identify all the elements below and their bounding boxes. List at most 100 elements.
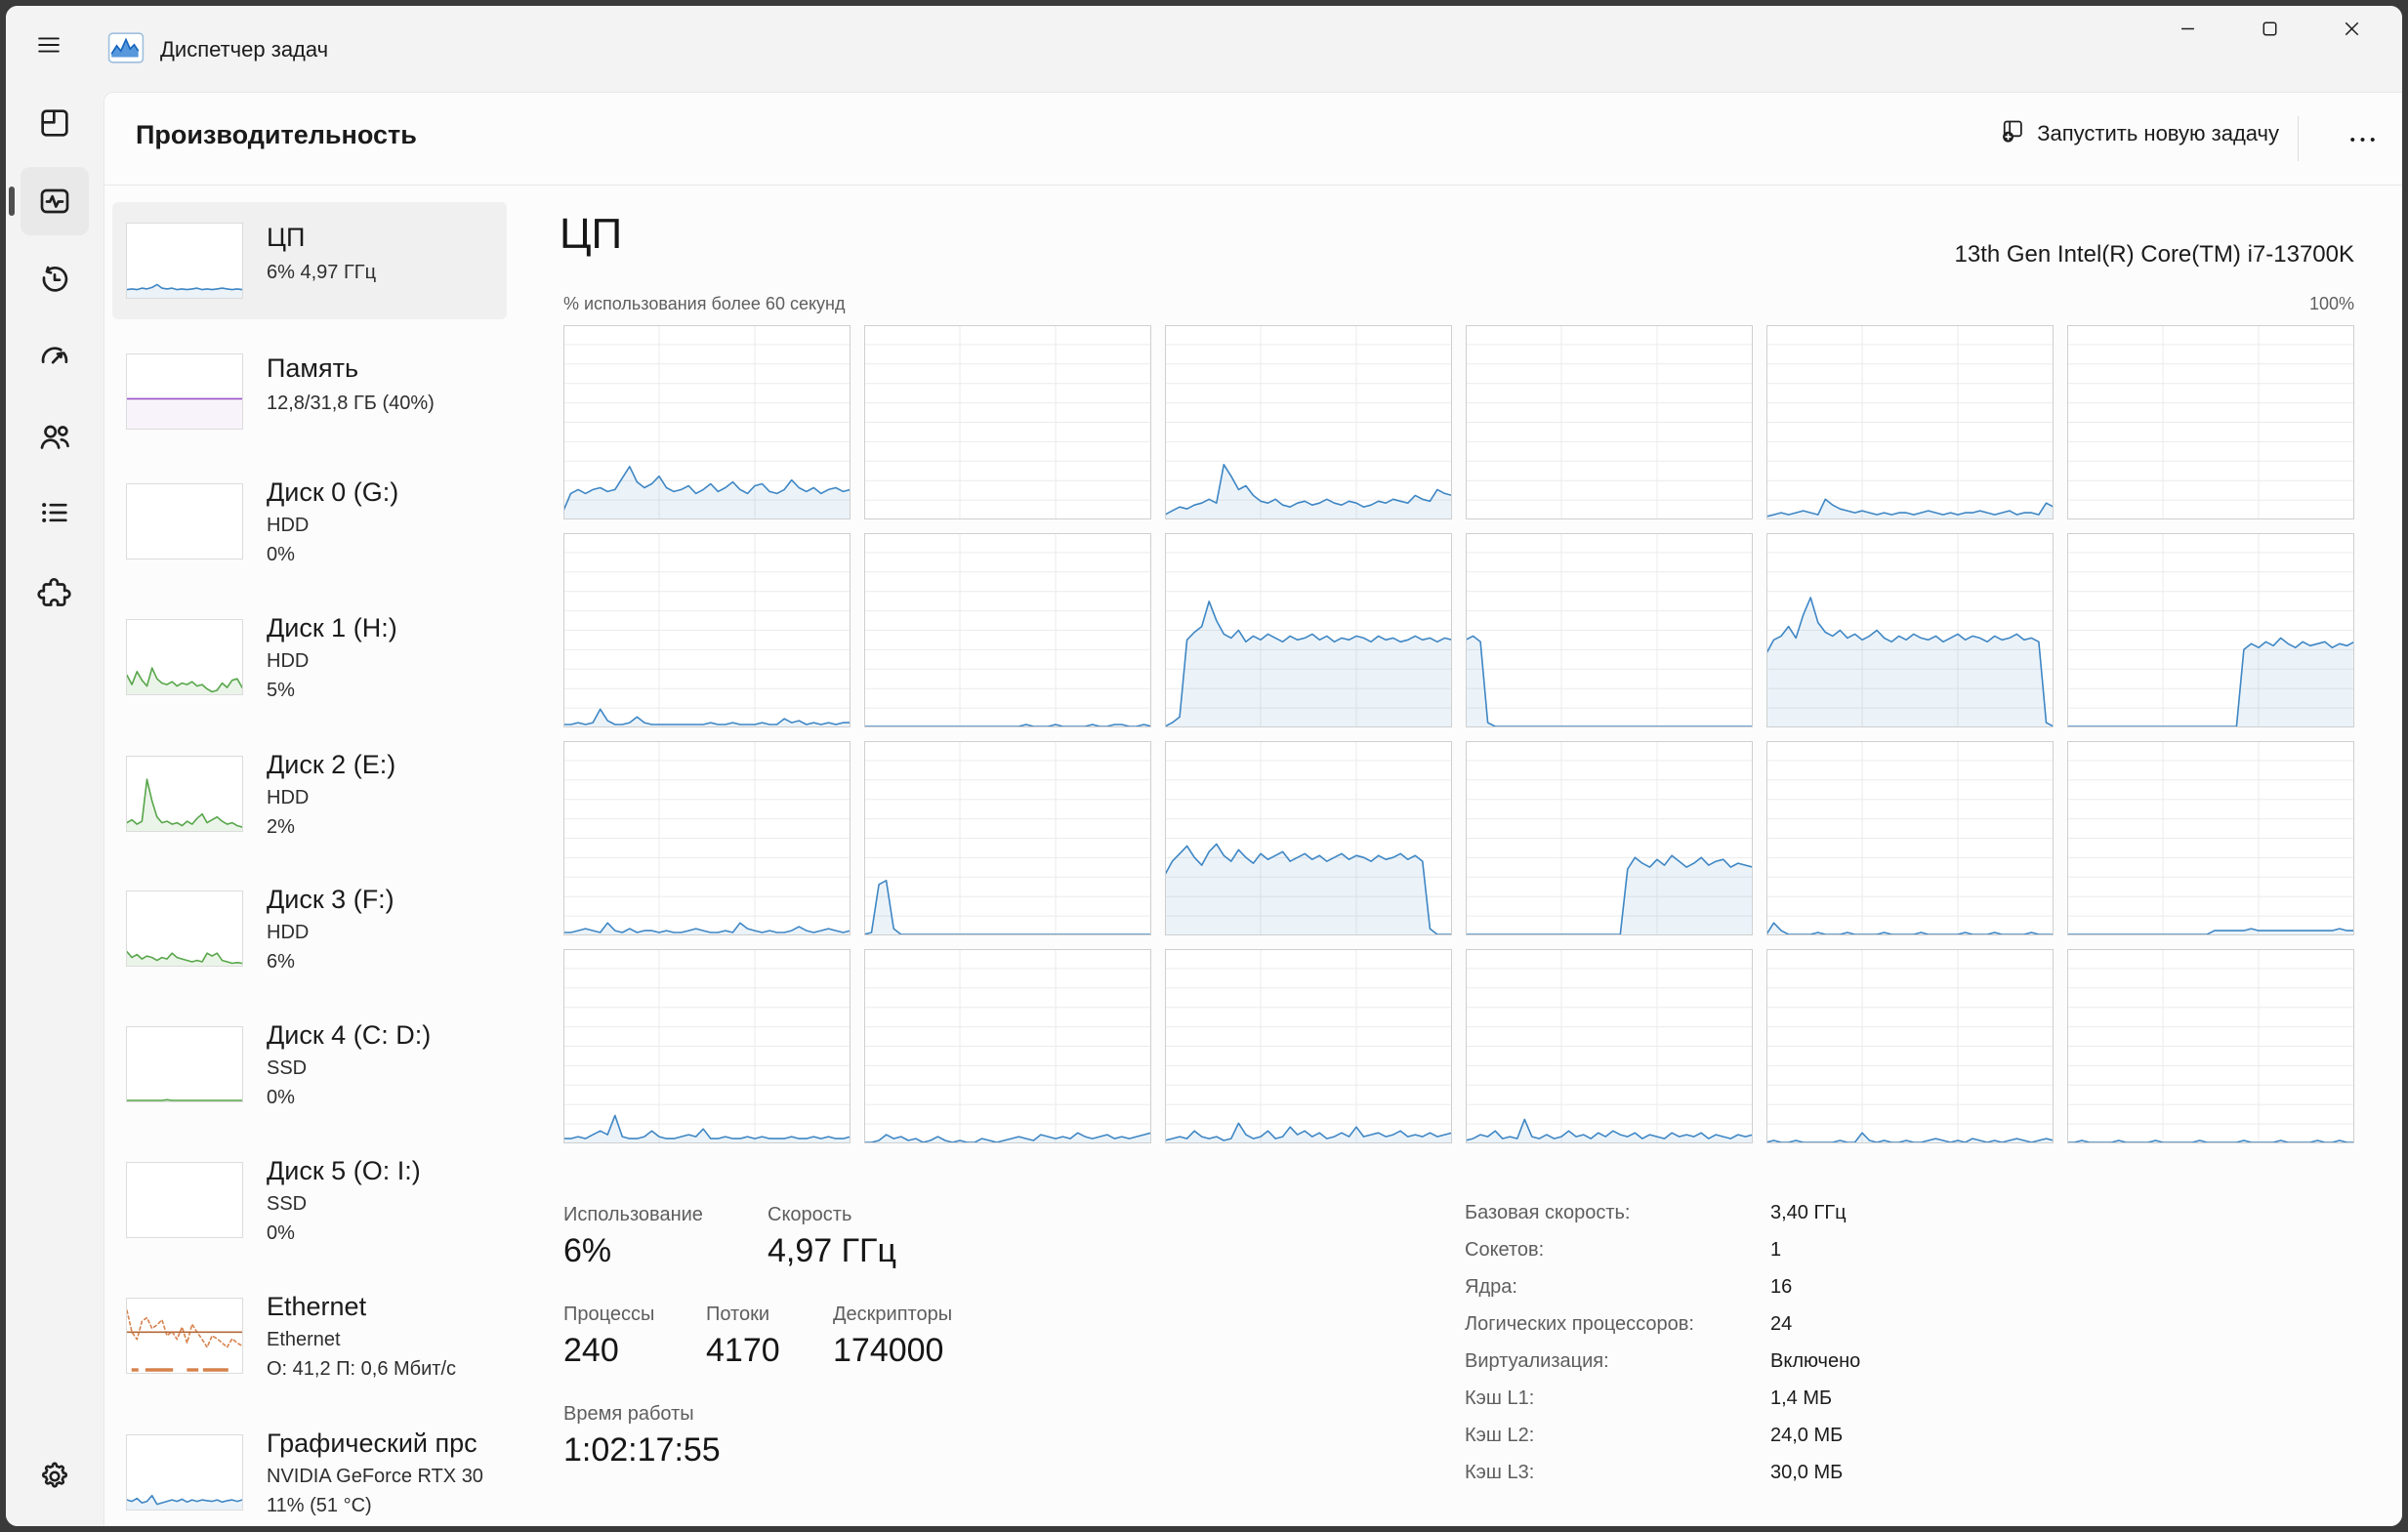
stat-usage: Использование 6% xyxy=(563,1204,703,1269)
spec-label: Кэш L2: xyxy=(1465,1425,1535,1446)
perf-item-disk-0[interactable]: Диск 0 (G:) HDD 0% xyxy=(112,463,507,580)
perf-item-detail: HDD xyxy=(267,787,310,808)
page-title: Производительность xyxy=(136,120,417,149)
more-options-button[interactable]: ••• xyxy=(2336,118,2394,161)
spec-label: Кэш L3: xyxy=(1465,1462,1535,1483)
core-chart-cell-20 xyxy=(1164,949,1453,1143)
window-title: Диспетчер задач xyxy=(160,37,329,62)
spec-value: 30,0 МБ xyxy=(1770,1462,1844,1483)
memory-thumbnail-chart xyxy=(126,353,243,430)
perf-item-gpu[interactable]: Графический прс NVIDIA GeForce RTX 30 11% … xyxy=(112,1414,507,1526)
perf-item-disk-1[interactable]: Диск 1 (H:) HDD 5% xyxy=(112,599,507,716)
cpu-model-name: 13th Gen Intel(R) Core(TM) i7-13700K xyxy=(1954,241,2355,268)
core-chart-cell-15 xyxy=(1465,741,1754,935)
spec-value: 1,4 МБ xyxy=(1770,1387,1833,1409)
header-divider xyxy=(2298,116,2299,161)
perf-item-title: Диск 0 (G:) xyxy=(267,477,399,507)
minimize-icon xyxy=(2180,27,2194,29)
disk-3-thumbnail-chart xyxy=(126,890,243,967)
perf-item-detail: HDD xyxy=(267,515,310,536)
spec-label: Ядра: xyxy=(1465,1276,1517,1298)
perf-item-detail: О: 41,2 П: 0,6 Мбит/с xyxy=(267,1358,457,1380)
nav-item-performance[interactable] xyxy=(9,167,89,235)
nav-item-startup-apps[interactable] xyxy=(21,323,89,392)
close-button[interactable] xyxy=(2310,6,2392,51)
titlebar: Диспетчер задач xyxy=(6,6,2402,92)
perf-item-cpu[interactable]: ЦП 6% 4,97 ГГц xyxy=(112,202,507,319)
perf-item-detail: 0% xyxy=(267,1087,295,1108)
perf-item-title: Графический прс xyxy=(267,1428,477,1458)
disk-5-thumbnail-chart xyxy=(126,1162,243,1238)
per-core-chart-grid xyxy=(562,325,2355,1145)
stat-threads: Потоки 4170 xyxy=(706,1304,780,1369)
perf-item-detail: 0% xyxy=(267,544,295,565)
perf-item-ethernet[interactable]: Ethernet Ethernet О: 41,2 П: 0,6 Мбит/с xyxy=(112,1277,507,1394)
hamburger-menu-button[interactable] xyxy=(27,25,70,68)
perf-item-disk-5[interactable]: Диск 5 (O: I:) SSD 0% xyxy=(112,1141,507,1259)
spec-label: Сокетов: xyxy=(1465,1239,1545,1261)
disk-1-thumbnail-chart xyxy=(126,619,243,695)
core-chart-cell-22 xyxy=(1765,949,2055,1143)
nav-item-users[interactable] xyxy=(21,402,89,471)
chart-caption: % использования более 60 секунд xyxy=(563,294,846,313)
core-chart-cell-23 xyxy=(2066,949,2355,1143)
spec-label: Логических процессоров: xyxy=(1465,1313,1694,1335)
gpu-thumbnail-chart xyxy=(126,1434,243,1511)
spec-label: Виртуализация: xyxy=(1465,1350,1609,1372)
spec-label: Кэш L1: xyxy=(1465,1387,1535,1409)
close-icon xyxy=(2345,21,2358,35)
perf-item-title: ЦП xyxy=(267,223,306,252)
stat-uptime: Время работы 1:02:17:55 xyxy=(563,1403,721,1469)
spec-label: Базовая скорость: xyxy=(1465,1202,1631,1223)
core-chart-cell-10 xyxy=(1765,533,2055,727)
nav-item-app-history[interactable] xyxy=(21,245,89,313)
core-chart-cell-17 xyxy=(2066,741,2355,935)
nav-item-details[interactable] xyxy=(21,478,89,547)
performance-card: Производительность Запустить новую задач… xyxy=(104,92,2402,1526)
perf-item-detail: HDD xyxy=(267,922,310,943)
perf-item-detail: 12,8/31,8 ГБ (40%) xyxy=(267,393,435,414)
core-chart-cell-7 xyxy=(863,533,1152,727)
core-chart-cell-19 xyxy=(863,949,1152,1143)
perf-item-disk-2[interactable]: Диск 2 (E:) HDD 2% xyxy=(112,735,507,852)
stat-speed: Скорость 4,97 ГГц xyxy=(768,1204,896,1269)
perf-item-detail: 0% xyxy=(267,1222,295,1244)
core-chart-cell-14 xyxy=(1164,741,1453,935)
run-new-task-button[interactable]: Запустить новую задачу xyxy=(2000,118,2279,149)
core-chart-cell-8 xyxy=(1164,533,1453,727)
perf-item-title: Диск 2 (E:) xyxy=(267,750,396,779)
core-chart-cell-4 xyxy=(1765,325,2055,519)
perf-item-title: Память xyxy=(267,353,359,383)
cpu-thumbnail-chart xyxy=(126,223,243,299)
nav-item-processes[interactable] xyxy=(21,89,89,157)
app-history-icon xyxy=(35,260,74,299)
nav-item-settings[interactable] xyxy=(21,1442,89,1511)
spec-value: 1 xyxy=(1770,1239,1782,1261)
core-chart-cell-0 xyxy=(562,325,851,519)
maximize-icon xyxy=(2263,21,2276,35)
perf-item-disk-3[interactable]: Диск 3 (F:) HDD 6% xyxy=(112,870,507,987)
perf-item-memory[interactable]: Память 12,8/31,8 ГБ (40%) xyxy=(112,333,507,450)
core-chart-cell-21 xyxy=(1465,949,1754,1143)
spec-value: Включено xyxy=(1770,1350,1861,1372)
nav-rail xyxy=(6,84,104,1526)
nav-item-services[interactable] xyxy=(21,559,89,627)
hamburger-icon xyxy=(37,33,61,62)
perf-item-detail: Ethernet xyxy=(267,1329,341,1350)
chart-max-label: 100% xyxy=(2308,294,2354,313)
ellipsis-icon: ••• xyxy=(2349,131,2381,148)
spec-value: 3,40 ГГц xyxy=(1770,1202,1847,1223)
perf-item-detail: 5% xyxy=(267,680,295,701)
perf-item-detail: 6% 4,97 ГГц xyxy=(267,262,377,283)
maximize-button[interactable] xyxy=(2228,6,2310,51)
perf-item-title: Диск 5 (O: I:) xyxy=(267,1156,421,1185)
core-chart-cell-11 xyxy=(2066,533,2355,727)
detail-title: ЦП xyxy=(560,210,623,258)
perf-item-title: Диск 3 (F:) xyxy=(267,885,394,914)
perf-item-disk-4[interactable]: Диск 4 (C: D:) SSD 0% xyxy=(112,1006,507,1123)
task-manager-window: Диспетчер задач Производительность xyxy=(6,6,2402,1526)
minimize-button[interactable] xyxy=(2146,6,2228,51)
processes-icon xyxy=(35,104,74,143)
startup-apps-icon xyxy=(35,338,74,377)
perf-item-title: Диск 1 (H:) xyxy=(267,613,397,642)
